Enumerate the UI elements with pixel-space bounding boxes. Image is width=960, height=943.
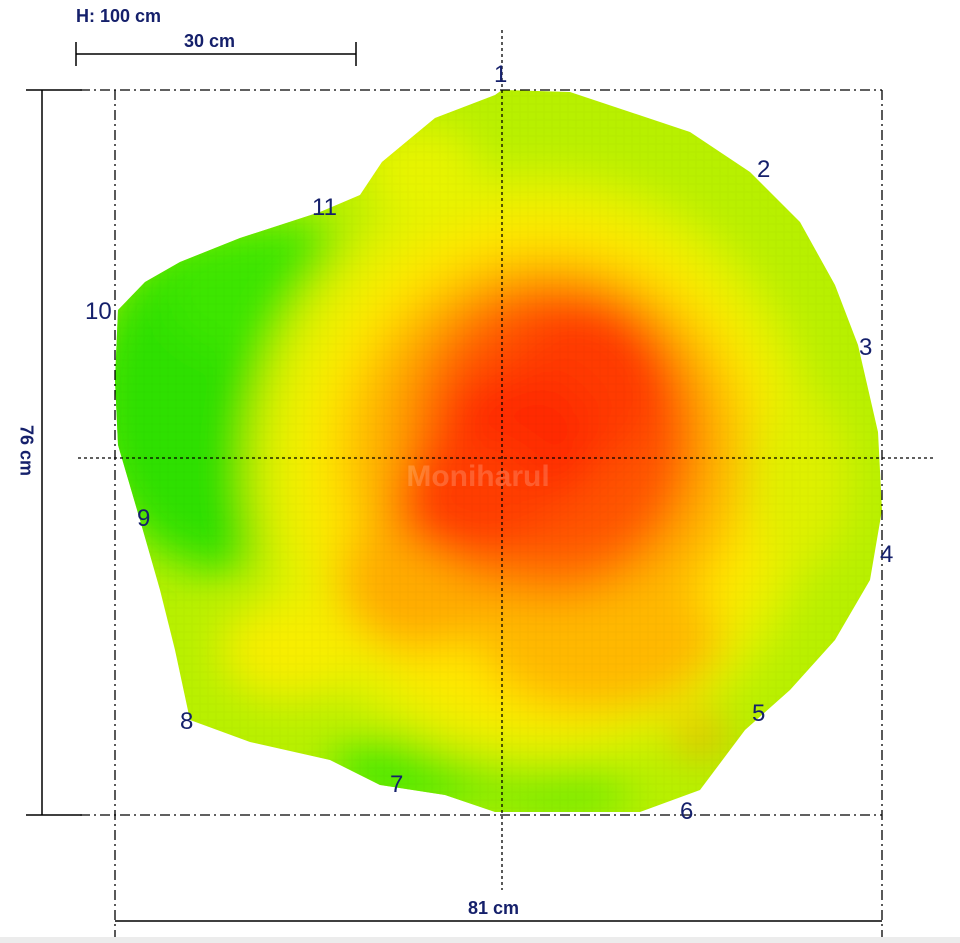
bottom-edge-strip [0, 937, 960, 943]
point-label-9: 9 [137, 505, 151, 532]
watermark-text: Moniharul [406, 460, 549, 493]
point-label-7: 7 [390, 771, 404, 798]
vertical-dimension-label: 76 cm [16, 424, 37, 477]
height-label: H: 100 cm [76, 6, 162, 26]
point-label-1: 1 [494, 61, 508, 88]
point-label-5: 5 [752, 700, 766, 727]
point-label-2: 2 [757, 156, 771, 183]
point-label-8: 8 [180, 708, 194, 735]
scale-bar [75, 42, 357, 66]
point-label-11: 11 [312, 194, 337, 221]
scale-label: 30 cm [184, 31, 236, 51]
point-label-6: 6 [680, 798, 694, 825]
bounding-box-lines [80, 89, 883, 940]
horizontal-dimension-label: 81 cm [468, 898, 520, 918]
point-label-4: 4 [880, 541, 894, 568]
point-label-10: 10 [85, 298, 112, 325]
vertical-dimension-line [26, 89, 82, 816]
point-label-3: 3 [859, 334, 873, 361]
heatmap-body [115, 90, 882, 812]
center-crosshair [78, 30, 935, 890]
